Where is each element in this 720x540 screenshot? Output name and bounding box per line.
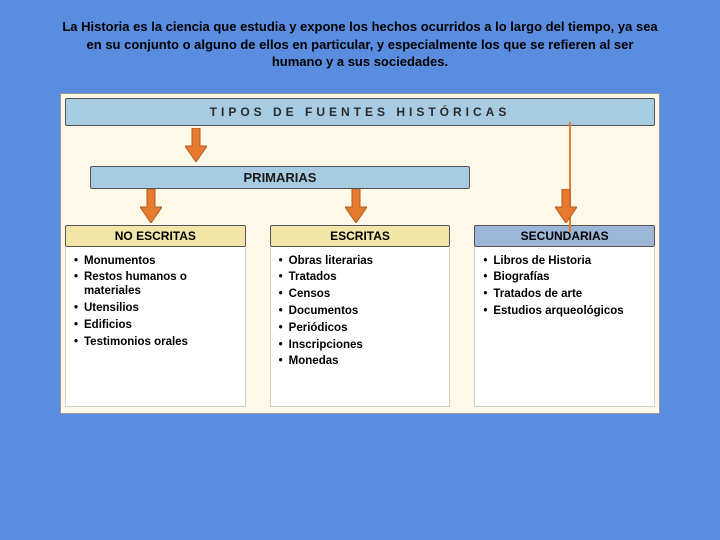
intro-paragraph: La Historia es la ciencia que estudia y …	[50, 18, 670, 71]
arrow-down-icon	[185, 128, 207, 162]
list-item: Utensilios	[72, 302, 239, 316]
list-item: Tratados	[277, 271, 444, 285]
list-item: Periódicos	[277, 322, 444, 336]
list-item: Estudios arqueológicos	[481, 305, 648, 319]
list-item: Censos	[277, 288, 444, 302]
arrow-down-icon	[345, 189, 367, 223]
list-item: Edificios	[72, 319, 239, 333]
list-item: Monumentos	[72, 255, 239, 269]
list-item: Tratados de arte	[481, 288, 648, 302]
column-header: NO ESCRITAS	[65, 225, 246, 247]
arrow-row-mid	[65, 189, 655, 225]
column-secundarias: SECUNDARIAS Libros de Historia Biografía…	[474, 225, 655, 407]
column-header: SECUNDARIAS	[474, 225, 655, 247]
arrow-down-icon	[555, 189, 577, 223]
list-item: Testimonios orales	[72, 336, 239, 350]
columns-row: NO ESCRITAS Monumentos Restos humanos o …	[65, 225, 655, 407]
diagram-panel: TIPOS DE FUENTES HISTÓRICAS PRIMARIAS NO…	[60, 93, 660, 414]
primarias-header: PRIMARIAS	[90, 166, 470, 189]
list-item: Obras literarias	[277, 255, 444, 269]
column-no-escritas: NO ESCRITAS Monumentos Restos humanos o …	[65, 225, 246, 407]
diagram-title: TIPOS DE FUENTES HISTÓRICAS	[65, 98, 655, 126]
arrow-down-icon	[140, 189, 162, 223]
list-item: Restos humanos o materiales	[72, 271, 239, 299]
column-header: ESCRITAS	[270, 225, 451, 247]
column-body: Libros de Historia Biografías Tratados d…	[474, 247, 655, 407]
list-item: Inscripciones	[277, 339, 444, 353]
page-root: La Historia es la ciencia que estudia y …	[0, 0, 720, 540]
column-escritas: ESCRITAS Obras literarias Tratados Censo…	[270, 225, 451, 407]
arrow-row-top	[65, 126, 655, 166]
column-body: Obras literarias Tratados Censos Documen…	[270, 247, 451, 407]
list-item: Biografías	[481, 271, 648, 285]
list-item: Libros de Historia	[481, 255, 648, 269]
list-item: Monedas	[277, 355, 444, 369]
column-body: Monumentos Restos humanos o materiales U…	[65, 247, 246, 407]
list-item: Documentos	[277, 305, 444, 319]
